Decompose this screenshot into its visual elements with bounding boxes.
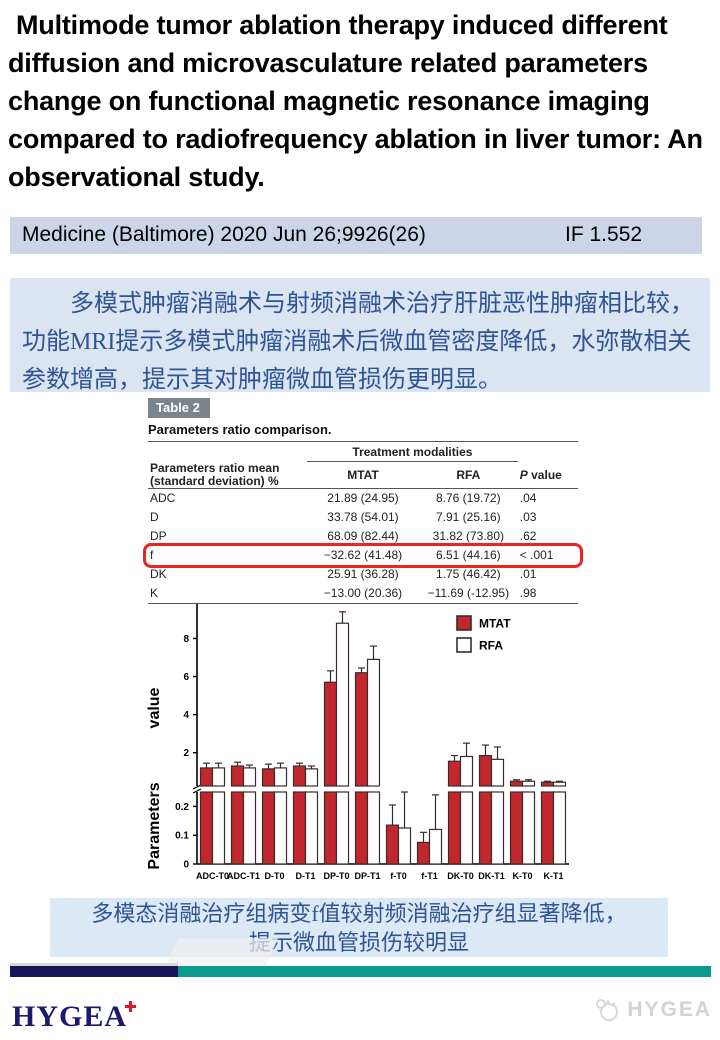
footer-gray-line xyxy=(10,963,178,966)
watermark-logo-icon xyxy=(596,999,619,1021)
svg-text:0.2: 0.2 xyxy=(175,802,189,813)
svg-text:ADC-T1: ADC-T1 xyxy=(227,871,260,881)
table-2: Table 2 Parameters ratio comparison. Tre… xyxy=(143,398,583,604)
col-header-rfa: RFA xyxy=(418,461,518,489)
svg-text:DP-T0: DP-T0 xyxy=(323,871,349,881)
svg-text:MTAT: MTAT xyxy=(479,617,511,631)
svg-text:ADC-T0: ADC-T0 xyxy=(196,871,229,881)
svg-text:8: 8 xyxy=(183,634,189,645)
footer-watermark-shape xyxy=(165,938,279,967)
svg-text:D-T1: D-T1 xyxy=(296,871,316,881)
svg-text:4: 4 xyxy=(183,710,189,721)
svg-text:2: 2 xyxy=(183,748,189,759)
col-header-param: Parameters ratio mean (standard deviatio… xyxy=(148,461,308,489)
svg-text:0: 0 xyxy=(183,860,189,871)
table-row: D 33.78 (54.01) 7.91 (25.16) .03 xyxy=(150,510,537,524)
caption-line-1: 多模态消融治疗组病变f值较射频消融治疗组显著降低， xyxy=(91,901,627,926)
chart-box: 2 4 6 8 0 0.1 0.2 value Parameters ADC-T0 ADC-T1 D-… xyxy=(145,598,585,890)
paper-title: Multimode tumor ablation therapy induced… xyxy=(8,10,703,192)
hygea-logo: HYGEA xyxy=(12,986,137,1034)
svg-text:value: value xyxy=(146,687,163,728)
table-tag: Table 2 xyxy=(148,398,210,418)
footer-teal-band xyxy=(178,966,711,977)
table-row: ADC 21.89 (24.95) 8.76 (19.72) .04 xyxy=(150,491,537,505)
watermark-text: HYGEA xyxy=(627,998,712,1021)
parameters-table: Treatment modalities Parameters ratio me… xyxy=(148,441,578,604)
svg-text:Parameters: Parameters xyxy=(146,782,163,869)
summary-text: 多模式肿瘤消融术与射频消融术治疗肝脏恶性肿瘤相比较，功能MRI提示多模式肿瘤消融… xyxy=(22,291,694,393)
watermark: HYGEA xyxy=(595,998,712,1022)
svg-text:DP-T1: DP-T1 xyxy=(354,871,380,881)
table-body: ADC 21.89 (24.95) 8.76 (19.72) .04 D 33.78 (5… xyxy=(148,488,578,604)
svg-text:DK-T1: DK-T1 xyxy=(478,871,505,881)
table-row: f −32.62 (41.48) 6.51 (44.16) < .001 xyxy=(150,548,554,562)
hygea-logo-text: HYGEA xyxy=(12,1000,128,1033)
svg-text:f-T0: f-T0 xyxy=(390,871,407,881)
table-row: DK 25.91 (36.28) 1.75 (46.42) .01 xyxy=(150,567,537,581)
impact-factor: IF 1.552 xyxy=(565,223,643,246)
table-row: K −13.00 (20.36) −11.69 (-12.95) .98 xyxy=(148,583,578,604)
svg-text:D-T0: D-T0 xyxy=(265,871,285,881)
svg-text:RFA: RFA xyxy=(479,639,503,653)
summary-block: 多模式肿瘤消融术与射频消融术治疗肝脏恶性肿瘤相比较，功能MRI提示多模式肿瘤消融… xyxy=(10,278,710,393)
col-header-pvalue: P value xyxy=(517,461,578,489)
svg-text:0.1: 0.1 xyxy=(175,831,189,842)
journal-citation: Medicine (Baltimore) 2020 Jun 26;9926(26… xyxy=(22,223,426,246)
caption-line-2: 提示微血管损伤较明显 xyxy=(248,930,469,955)
col-header-mtat: MTAT xyxy=(307,461,419,489)
group-header: Treatment modalities xyxy=(307,441,518,462)
svg-text:K-T0: K-T0 xyxy=(513,871,533,881)
footer-navy-band xyxy=(10,966,178,977)
journal-bar: Medicine (Baltimore) 2020 Jun 26;9926(26… xyxy=(10,217,702,254)
svg-text:DK-T0: DK-T0 xyxy=(447,871,474,881)
svg-text:6: 6 xyxy=(183,672,189,683)
paper-figure: Table 2 Parameters ratio comparison. Tre… xyxy=(140,396,610,890)
table-row: DP 68.09 (82.44) 31.82 (73.80) .62 xyxy=(150,529,537,543)
table-caption: Parameters ratio comparison. xyxy=(148,422,332,437)
svg-text:f-T1: f-T1 xyxy=(421,871,438,881)
caption-block: 多模态消融治疗组病变f值较射频消融治疗组显著降低， 提示微血管损伤较明显 xyxy=(50,898,668,957)
logo-cross-icon xyxy=(125,986,137,1020)
svg-text:K-T1: K-T1 xyxy=(544,871,564,881)
